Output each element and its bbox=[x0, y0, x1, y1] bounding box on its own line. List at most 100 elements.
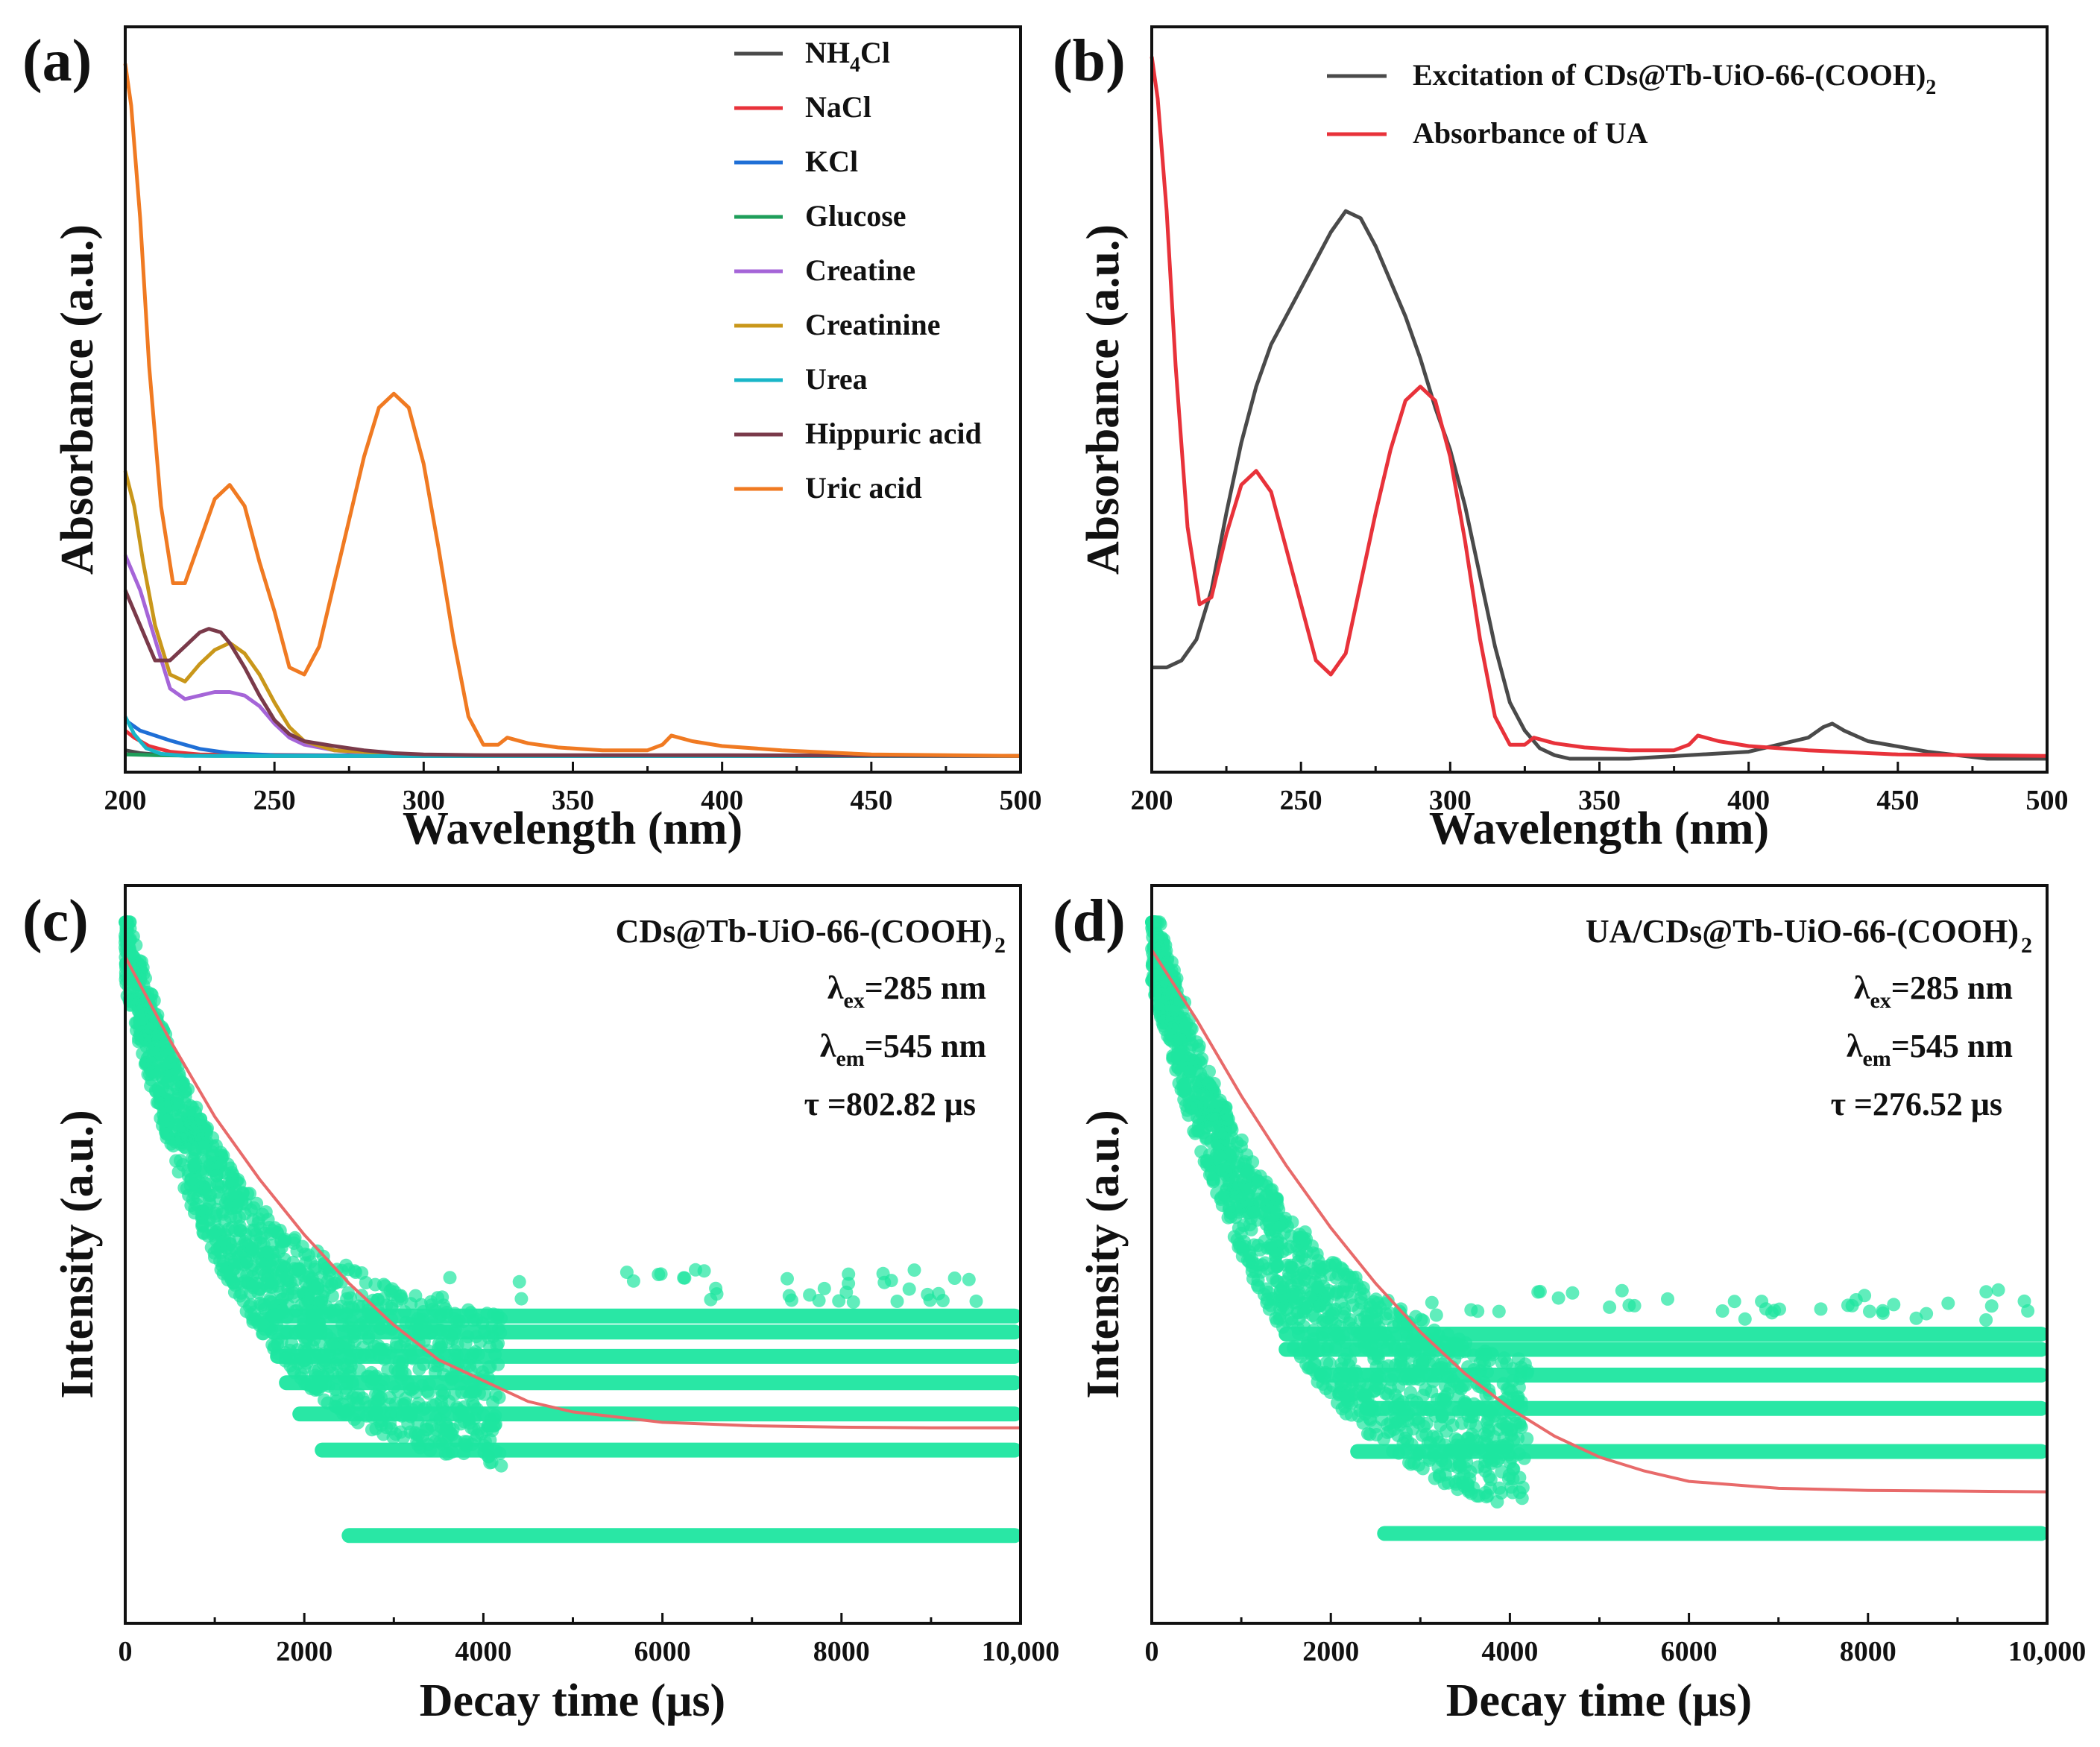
scatter-point-d bbox=[1416, 1389, 1430, 1403]
scatter-point-c bbox=[209, 1209, 223, 1223]
scatter-point-c bbox=[286, 1282, 300, 1295]
y-axis-title-d: Intensity (a.u.) bbox=[1078, 1110, 1129, 1399]
scatter-point-c bbox=[218, 1195, 233, 1210]
scatter-point-d bbox=[1192, 1039, 1206, 1053]
scatter-point-d bbox=[1339, 1406, 1353, 1421]
legend-label-a-nh4cl-tail: Cl bbox=[860, 36, 890, 69]
scatter-point-c bbox=[512, 1274, 526, 1289]
scatter-point-c bbox=[243, 1187, 256, 1201]
scatter-point-d bbox=[1511, 1431, 1525, 1445]
scatter-point-d bbox=[1429, 1308, 1443, 1322]
scatter-point-c bbox=[437, 1422, 451, 1436]
scatter-point-d bbox=[1845, 1298, 1859, 1312]
legend-label-a-nh4cl-main: NH bbox=[805, 36, 850, 69]
scatter-point-d bbox=[1264, 1201, 1278, 1214]
scatter-point-c bbox=[264, 1227, 278, 1241]
scatter-point-c bbox=[307, 1279, 321, 1293]
scatter-point-d bbox=[1260, 1292, 1274, 1307]
scatter-point-c bbox=[969, 1294, 983, 1308]
scatter-point-d bbox=[1202, 1064, 1216, 1078]
sample-label-d: UA/CDs@Tb-UiO-66-(COOH) bbox=[1586, 913, 2019, 950]
legend-label-a-nh4cl: NH4Cl bbox=[805, 36, 890, 77]
legend-label-a-hippuric-acid: Hippuric acid bbox=[805, 417, 982, 450]
x-tick-label-a-4: 400 bbox=[701, 785, 743, 816]
scatter-point-d bbox=[1432, 1468, 1446, 1482]
scatter-point-d bbox=[1506, 1462, 1520, 1476]
scatter-point-d bbox=[1222, 1203, 1236, 1217]
scatter-point-d bbox=[1170, 1047, 1185, 1061]
scatter-point-d bbox=[1290, 1271, 1304, 1285]
panel-d: (d) 0 2000 4000 6000 8000 10,000 Decay time (… bbox=[1053, 884, 2086, 1726]
scatter-point-c bbox=[412, 1362, 426, 1376]
scatter-point-c bbox=[214, 1263, 228, 1277]
scatter-point-d bbox=[1406, 1422, 1420, 1436]
scatter-point-d bbox=[1243, 1248, 1257, 1263]
scatter-point-c bbox=[890, 1295, 904, 1308]
legend-label-b-excitation-of-cds-tb-uio-66-cooh-2: Excitation of CDs@Tb-UiO-66-(COOH)2 bbox=[1413, 58, 1936, 99]
scatter-point-d bbox=[1984, 1299, 1999, 1313]
scatter-point-c bbox=[514, 1292, 529, 1306]
emission-label-c-symbol: λ bbox=[820, 1028, 836, 1064]
emission-label-d-subscript: em bbox=[1862, 1046, 1891, 1071]
emission-label-c: λem=545 nm bbox=[820, 1028, 986, 1071]
scatter-point-d bbox=[1425, 1295, 1439, 1310]
legend-label-b-absorbance-of-ua: Absorbance of UA bbox=[1413, 116, 1648, 150]
scatter-point-d bbox=[1533, 1284, 1547, 1298]
scatter-point-d bbox=[1178, 1081, 1192, 1094]
scatter-point-d bbox=[1319, 1382, 1333, 1396]
scatter-point-d bbox=[1232, 1205, 1246, 1219]
scatter-point-d bbox=[1196, 1087, 1210, 1102]
scatter-point-d bbox=[1184, 1098, 1198, 1112]
x-axis-title-d: Decay time (μs) bbox=[1446, 1675, 1752, 1726]
x-tick-label-c-1: 2000 bbox=[276, 1636, 332, 1667]
scatter-point-c bbox=[209, 1139, 223, 1153]
emission-label-c-value: =545 nm bbox=[865, 1028, 986, 1064]
scatter-point-d bbox=[1298, 1225, 1312, 1239]
scatter-point-c bbox=[303, 1255, 318, 1269]
x-tick-label-c-3: 6000 bbox=[634, 1636, 691, 1667]
scatter-point-d bbox=[1313, 1298, 1327, 1312]
scatter-point-d bbox=[1464, 1303, 1478, 1317]
scatter-point-c bbox=[160, 1043, 174, 1058]
scatter-point-d bbox=[1337, 1307, 1352, 1320]
scatter-point-d bbox=[1284, 1229, 1298, 1243]
scatter-point-d bbox=[1159, 1013, 1173, 1027]
x-tick-label-c-2: 4000 bbox=[455, 1636, 511, 1667]
fit-curve-c bbox=[124, 955, 1021, 1429]
scatter-point-d bbox=[1253, 1195, 1267, 1209]
series-line-a-uric-acid bbox=[123, 63, 1021, 758]
scatter-point-c bbox=[170, 1110, 184, 1124]
excitation-label-d-value: =285 nm bbox=[1891, 970, 2013, 1006]
y-axis-title-a: Absorbance (a.u.) bbox=[52, 224, 103, 575]
scatter-point-c bbox=[280, 1271, 294, 1285]
scatter-point-d bbox=[1392, 1380, 1406, 1394]
scatter-point-d bbox=[1979, 1313, 1993, 1327]
x-tick-label-a-5: 450 bbox=[850, 785, 892, 816]
scatter-point-c bbox=[168, 1135, 183, 1149]
scatter-point-c bbox=[817, 1281, 831, 1295]
scatter-point-c bbox=[388, 1285, 402, 1299]
x-tick-label-b-5: 450 bbox=[1876, 785, 1919, 816]
scatter-point-c bbox=[907, 1263, 921, 1277]
scatter-point-d bbox=[1285, 1260, 1299, 1274]
scatter-point-d bbox=[1661, 1292, 1674, 1306]
scatter-point-d bbox=[1340, 1389, 1355, 1403]
scatter-point-c bbox=[204, 1240, 218, 1254]
x-axis-title-a: Wavelength (nm) bbox=[403, 803, 742, 854]
x-tick-label-d-0: 0 bbox=[1145, 1636, 1159, 1667]
scatter-point-c bbox=[842, 1267, 856, 1281]
scatter-point-d bbox=[1336, 1285, 1350, 1299]
scatter-point-c bbox=[318, 1393, 331, 1407]
scatter-point-d bbox=[1551, 1291, 1565, 1305]
scatter-point-d bbox=[1513, 1418, 1527, 1432]
scatter-point-d bbox=[1264, 1241, 1278, 1255]
scatter-point-d bbox=[1876, 1306, 1890, 1320]
series-line-a-urea bbox=[123, 715, 1021, 758]
x-tick-label-a-6: 500 bbox=[1000, 785, 1042, 816]
scatter-point-d bbox=[1457, 1461, 1472, 1475]
scatter-point-c bbox=[463, 1389, 477, 1403]
scatter-point-c bbox=[404, 1297, 418, 1311]
scatter-point-d bbox=[1727, 1295, 1741, 1309]
scatter-point-c bbox=[936, 1294, 950, 1307]
scatter-point-c bbox=[652, 1268, 666, 1281]
